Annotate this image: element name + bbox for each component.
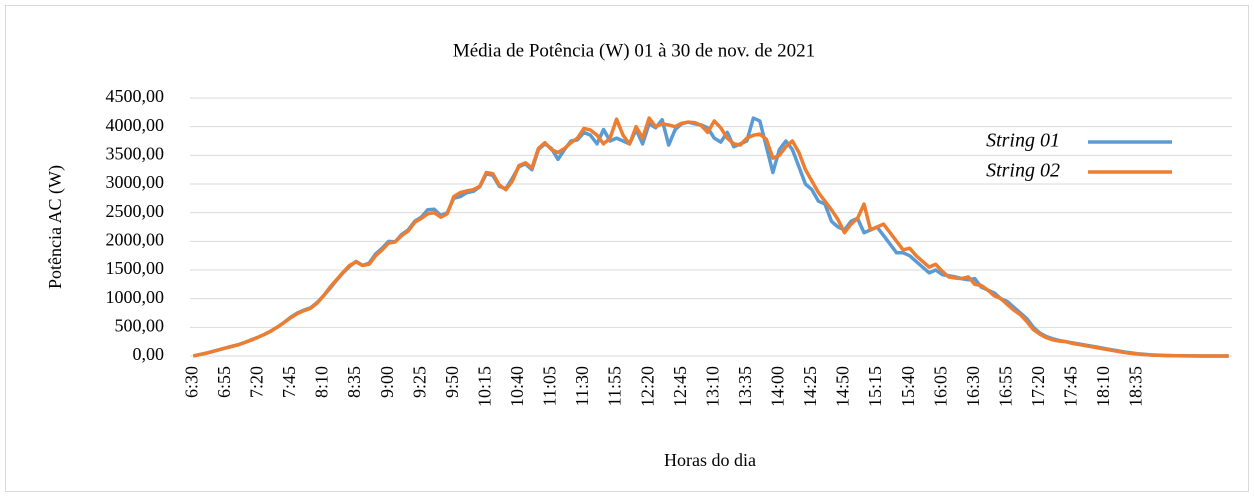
x-tick-label: 9:00	[377, 366, 397, 398]
y-tick-label: 3500,00	[106, 143, 165, 163]
x-tick-label: 16:30	[963, 366, 983, 407]
x-tick-label: 8:10	[312, 366, 332, 398]
x-tick-label: 18:10	[1093, 366, 1113, 407]
y-tick-label: 3000,00	[106, 172, 165, 192]
x-tick-label: 11:30	[572, 366, 592, 406]
y-tick-label: 0,00	[133, 344, 165, 364]
series-line	[192, 116, 1229, 358]
y-tick-label: 1000,00	[106, 287, 165, 307]
x-tick-label: 16:05	[930, 366, 950, 407]
y-axis-title: Potência AC (W)	[45, 165, 66, 289]
x-tick-label: 14:25	[800, 366, 820, 407]
x-axis-title: Horas do dia	[664, 450, 756, 470]
x-tick-label: 9:50	[442, 366, 462, 398]
x-tick-label: 10:40	[507, 366, 527, 407]
y-tick-label: 1500,00	[106, 258, 165, 278]
x-tick-label: 12:45	[670, 366, 690, 407]
x-tick-label: 6:55	[214, 366, 234, 398]
chart-border	[5, 5, 1249, 492]
x-tick-label: 13:10	[702, 366, 722, 407]
y-tick-label: 4500,00	[106, 86, 165, 106]
x-tick-label: 13:35	[735, 366, 755, 407]
x-tick-label: 14:50	[833, 366, 853, 407]
x-tick-label: 11:05	[540, 366, 560, 406]
chart-title: Média de Potência (W) 01 à 30 de nov. de…	[453, 40, 815, 61]
x-tick-label: 14:00	[768, 366, 788, 407]
x-tick-label: 10:15	[474, 366, 494, 407]
y-tick-label: 500,00	[115, 315, 165, 335]
x-tick-label: 8:35	[344, 366, 364, 398]
legend-label: String 01	[986, 130, 1060, 152]
y-tick-label: 2500,00	[106, 201, 165, 221]
x-tick-label: 7:20	[247, 366, 267, 398]
y-tick-label: 2000,00	[106, 229, 165, 249]
x-tick-label: 12:20	[637, 366, 657, 407]
x-tick-label: 18:35	[1126, 366, 1146, 407]
x-tick-label: 9:25	[409, 366, 429, 398]
x-tick-label: 16:55	[995, 366, 1015, 407]
x-tick-label: 11:55	[605, 366, 625, 406]
x-tick-label: 7:45	[279, 366, 299, 398]
x-tick-label: 17:45	[1061, 366, 1081, 407]
x-tick-label: 15:15	[865, 366, 885, 407]
x-tick-label: 6:30	[181, 366, 201, 398]
legend-label: String 02	[986, 160, 1060, 182]
x-tick-label: 15:40	[898, 366, 918, 407]
y-tick-label: 4000,00	[106, 115, 165, 135]
x-tick-label: 17:20	[1028, 366, 1048, 407]
